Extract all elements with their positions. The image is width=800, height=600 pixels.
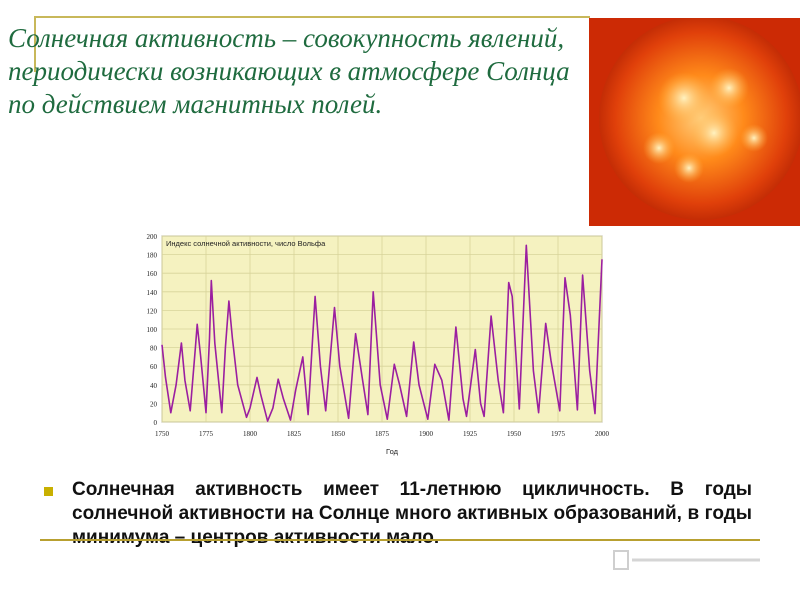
slide-title: Солнечная активность – совокупность явле… bbox=[8, 23, 570, 119]
decorative-left-line bbox=[34, 16, 36, 72]
x-tick-label: 1850 bbox=[331, 430, 346, 438]
y-tick-label: 200 bbox=[147, 233, 158, 241]
y-tick-label: 180 bbox=[147, 252, 158, 260]
y-tick-label: 100 bbox=[147, 326, 158, 334]
x-tick-label: 1750 bbox=[155, 430, 170, 438]
x-tick-label: 1950 bbox=[507, 430, 522, 438]
x-tick-label: 1800 bbox=[243, 430, 258, 438]
watermark-logo bbox=[613, 550, 760, 570]
y-tick-label: 40 bbox=[150, 382, 158, 390]
y-tick-label: 160 bbox=[147, 270, 158, 278]
y-tick-label: 60 bbox=[150, 363, 158, 371]
y-tick-label: 140 bbox=[147, 289, 158, 297]
x-tick-label: 1975 bbox=[551, 430, 566, 438]
sun-photo bbox=[589, 18, 800, 226]
x-tick-label: 1900 bbox=[419, 430, 434, 438]
y-tick-label: 120 bbox=[147, 307, 158, 315]
decorative-top-line bbox=[34, 16, 590, 18]
x-tick-label: 1825 bbox=[287, 430, 302, 438]
x-tick-label: 1925 bbox=[463, 430, 478, 438]
decorative-bottom-line bbox=[40, 539, 760, 541]
bullet-text: Солнечная активность имеет 11-летнюю цик… bbox=[72, 479, 752, 548]
series-line-0 bbox=[161, 244, 603, 422]
y-tick-label: 80 bbox=[150, 345, 158, 353]
x-tick-label: 1875 bbox=[375, 430, 390, 438]
sunspot-chart: 0 20 40 60 80 100 120 140 160 180 200 1750 1775 1800 1… bbox=[147, 233, 610, 456]
y-tick-label: 0 bbox=[154, 419, 158, 427]
x-axis-label: Год bbox=[386, 447, 399, 456]
x-tick-label: 2000 bbox=[595, 430, 610, 438]
bullet-marker bbox=[44, 487, 53, 496]
chart-title: Индекс солнечной активности, число Вольф… bbox=[166, 239, 326, 248]
y-tick-label: 20 bbox=[150, 400, 158, 408]
x-tick-label: 1775 bbox=[199, 430, 214, 438]
